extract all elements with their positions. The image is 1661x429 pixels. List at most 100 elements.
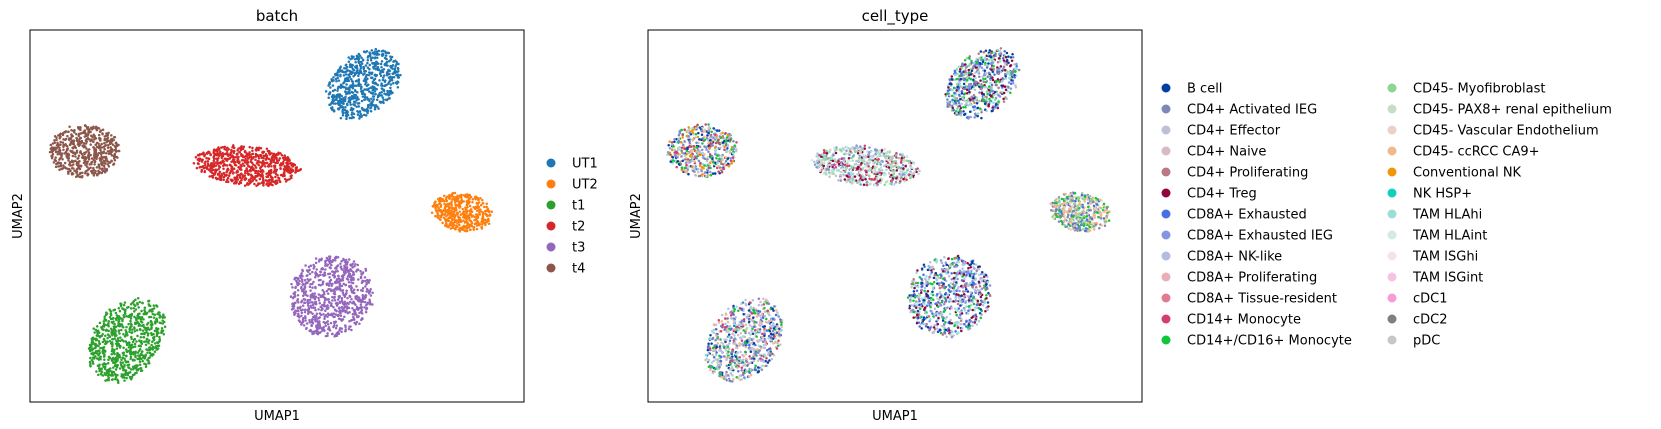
point: [361, 286, 365, 290]
point: [1080, 193, 1084, 197]
point: [113, 154, 116, 157]
point: [153, 350, 157, 353]
point: [155, 348, 158, 351]
point: [257, 163, 260, 167]
point: [1009, 64, 1013, 67]
legend-label: t3: [572, 241, 585, 256]
point: [163, 325, 167, 328]
point: [230, 179, 234, 183]
point: [348, 101, 352, 104]
point: [87, 130, 90, 134]
point: [977, 70, 980, 73]
point: [133, 342, 137, 346]
point: [147, 342, 150, 345]
point: [948, 78, 951, 81]
point: [1106, 213, 1109, 216]
point: [59, 143, 62, 146]
point: [344, 73, 348, 76]
point: [354, 262, 357, 266]
point: [959, 111, 962, 115]
point: [395, 82, 399, 85]
point: [994, 83, 998, 87]
point: [94, 155, 97, 158]
point: [104, 156, 108, 159]
point: [957, 87, 960, 91]
point: [352, 107, 355, 111]
point: [464, 206, 467, 209]
point: [140, 341, 143, 344]
point: [374, 56, 377, 59]
point: [112, 138, 115, 142]
point: [110, 349, 114, 353]
point: [340, 69, 344, 72]
point: [367, 90, 371, 93]
point: [133, 322, 137, 326]
point: [328, 82, 331, 86]
point: [357, 97, 360, 101]
point: [314, 302, 318, 306]
point: [315, 268, 318, 271]
point: [129, 307, 133, 310]
point: [54, 150, 58, 154]
point: [357, 58, 360, 61]
point: [129, 317, 133, 320]
point: [244, 157, 247, 161]
point: [1094, 223, 1098, 226]
point: [951, 106, 954, 109]
point: [331, 299, 334, 302]
point: [257, 148, 260, 152]
point: [960, 102, 963, 106]
point: [952, 86, 956, 90]
point: [232, 171, 235, 174]
point: [974, 66, 978, 69]
point: [1090, 225, 1094, 229]
point: [469, 213, 472, 216]
point: [64, 130, 67, 134]
point: [476, 213, 479, 216]
point: [957, 90, 960, 93]
point: [446, 225, 449, 228]
point: [369, 110, 373, 113]
point: [107, 358, 110, 362]
point: [466, 196, 470, 199]
point: [473, 207, 477, 211]
point: [953, 73, 957, 76]
point: [969, 77, 972, 81]
point: [318, 316, 321, 319]
point: [138, 317, 142, 320]
point: [456, 213, 459, 216]
point: [101, 133, 104, 136]
point: [462, 194, 466, 197]
point: [327, 287, 330, 291]
point: [122, 353, 125, 357]
point: [1105, 216, 1109, 219]
point: [81, 156, 85, 160]
point: [332, 76, 335, 79]
point: [364, 279, 367, 283]
point: [324, 260, 327, 263]
point: [980, 62, 984, 66]
point: [988, 100, 992, 103]
point: [98, 321, 102, 325]
point: [987, 58, 991, 62]
point: [143, 306, 147, 309]
point: [1013, 73, 1016, 77]
point: [368, 298, 371, 301]
point: [120, 373, 124, 376]
point: [260, 170, 264, 173]
point: [457, 228, 460, 231]
point: [111, 332, 115, 335]
point: [330, 304, 333, 307]
point: [1063, 214, 1066, 217]
point: [458, 194, 462, 197]
point: [103, 142, 106, 145]
point: [95, 128, 99, 132]
point: [1074, 214, 1078, 218]
point: [440, 211, 444, 215]
point: [468, 209, 471, 212]
point: [1074, 207, 1078, 211]
point: [123, 379, 126, 382]
point: [963, 59, 967, 62]
point: [460, 200, 464, 204]
point: [114, 311, 118, 315]
